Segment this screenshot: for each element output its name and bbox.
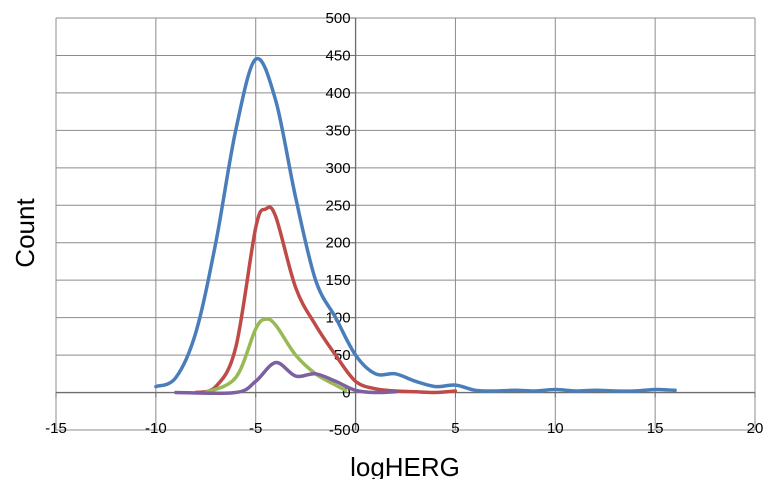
y-tick-label: 0 xyxy=(342,385,350,402)
y-tick-label: 150 xyxy=(326,272,351,289)
y-tick-label: 400 xyxy=(326,85,351,102)
tick-labels: -15 -10 -5 0 5 10 15 20-50050100150200250300350… xyxy=(45,10,763,439)
gridlines xyxy=(55,17,756,431)
series-line-1 xyxy=(154,56,677,393)
series-lines xyxy=(154,56,677,396)
series-line-4 xyxy=(174,360,398,396)
x-tick-label: 20 xyxy=(747,420,764,437)
x-tick-label: -10 xyxy=(145,420,167,437)
y-tick-label: -50 xyxy=(329,422,351,439)
y-tick-label: 300 xyxy=(326,160,351,177)
y-tick-label: 200 xyxy=(326,235,351,252)
y-tick-label: 500 xyxy=(326,10,351,27)
y-tick-label: 250 xyxy=(326,197,351,214)
x-tick-label: -15 xyxy=(45,420,67,437)
x-tick-label: 15 xyxy=(647,420,664,437)
x-tick-label: 5 xyxy=(451,420,459,437)
axes xyxy=(55,17,756,431)
y-tick-label: 350 xyxy=(326,122,351,139)
y-tick-label: 450 xyxy=(326,47,351,64)
y-axis-title: Count xyxy=(10,198,40,268)
series-line-2 xyxy=(194,205,458,395)
x-tick-label: 10 xyxy=(547,420,564,437)
x-tick-label: -5 xyxy=(249,420,262,437)
x-tick-label: 0 xyxy=(351,420,359,437)
x-axis-title: logHERG xyxy=(350,452,460,479)
series-line-3 xyxy=(204,317,348,395)
